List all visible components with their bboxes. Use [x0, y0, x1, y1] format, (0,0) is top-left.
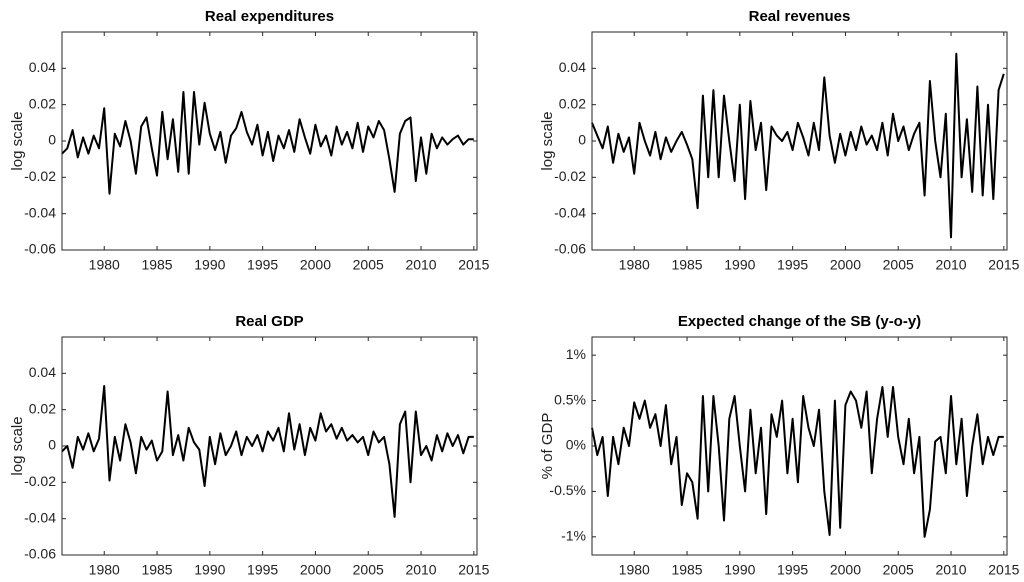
- x-tick-label: 1980: [89, 257, 120, 273]
- x-tick-label: 1985: [141, 562, 172, 578]
- x-tick-label: 2010: [935, 257, 966, 273]
- axes-box: [61, 336, 478, 556]
- y-tick-label: 0.02: [559, 95, 586, 111]
- x-tick-label: 1985: [671, 562, 702, 578]
- y-tick-label: 0: [48, 132, 56, 148]
- y-axis-label: log scale: [9, 416, 26, 475]
- plot-area: [62, 337, 477, 555]
- y-tick-label: -0.04: [24, 509, 56, 525]
- x-tick-label: 1990: [194, 562, 225, 578]
- data-line: [591, 386, 1004, 538]
- chart-title: Expected change of the SB (y-o-y): [678, 313, 921, 330]
- x-tick-label: 1980: [619, 562, 650, 578]
- x-tick-label: 2000: [300, 562, 331, 578]
- y-tick-label: 0.5%: [554, 391, 586, 407]
- y-tick-label: -0.02: [24, 473, 56, 489]
- x-tick-label: 1995: [777, 562, 808, 578]
- x-tick-label: 1990: [724, 257, 755, 273]
- x-tick-label: 1995: [247, 257, 278, 273]
- y-tick-label: -0.5%: [549, 482, 586, 498]
- x-tick-label: 1995: [247, 562, 278, 578]
- axes-box: [591, 31, 1008, 251]
- x-tick-label: 1980: [89, 562, 120, 578]
- y-axis-label: log scale: [539, 111, 556, 170]
- y-tick-label: 0.02: [29, 95, 56, 111]
- chart-title: Real GDP: [235, 313, 303, 330]
- axes-box: [591, 336, 1008, 556]
- x-tick-label: 2000: [300, 257, 331, 273]
- y-axis-label: log scale: [9, 111, 26, 170]
- x-tick-label: 2015: [988, 257, 1019, 273]
- y-tick-label: 0.04: [559, 59, 586, 75]
- x-tick-label: 2010: [935, 562, 966, 578]
- x-tick-label: 2000: [830, 562, 861, 578]
- x-tick-label: 1985: [671, 257, 702, 273]
- plot-area: [592, 32, 1007, 250]
- y-tick-label: -0.06: [554, 241, 586, 257]
- chart-title: Real expenditures: [205, 8, 334, 25]
- y-tick-label: -0.06: [24, 241, 56, 257]
- data-line: [591, 52, 1005, 239]
- chart-title: Real revenues: [749, 8, 851, 25]
- x-tick-label: 2000: [830, 257, 861, 273]
- y-tick-label: -0.02: [24, 168, 56, 184]
- y-tick-label: 0%: [566, 437, 586, 453]
- x-tick-label: 1990: [724, 562, 755, 578]
- x-tick-label: 2015: [458, 257, 489, 273]
- y-tick-label: -0.02: [554, 168, 586, 184]
- x-tick-label: 2010: [405, 257, 436, 273]
- data-line: [61, 385, 474, 518]
- y-tick-label: 0.02: [29, 400, 56, 416]
- x-tick-label: 2005: [353, 562, 384, 578]
- x-tick-label: 1990: [194, 257, 225, 273]
- y-tick-label: 0: [48, 437, 56, 453]
- x-tick-label: 2010: [405, 562, 436, 578]
- y-tick-label: 0.04: [29, 364, 56, 380]
- x-tick-label: 2005: [883, 562, 914, 578]
- y-tick-label: -0.04: [554, 204, 586, 220]
- y-tick-label: -0.06: [24, 546, 56, 562]
- x-tick-label: 1980: [619, 257, 650, 273]
- x-tick-label: 2005: [353, 257, 384, 273]
- y-tick-label: 1%: [566, 346, 586, 362]
- x-tick-label: 1995: [777, 257, 808, 273]
- axes-box: [61, 31, 478, 251]
- data-line: [61, 91, 474, 195]
- x-tick-label: 2005: [883, 257, 914, 273]
- x-tick-label: 2015: [458, 562, 489, 578]
- x-tick-label: 2015: [988, 562, 1019, 578]
- y-axis-label: % of GDP: [539, 413, 556, 480]
- y-tick-label: 0: [578, 132, 586, 148]
- y-tick-label: -0.04: [24, 204, 56, 220]
- x-tick-label: 1985: [141, 257, 172, 273]
- y-tick-label: 0.04: [29, 59, 56, 75]
- y-tick-label: -1%: [561, 528, 586, 544]
